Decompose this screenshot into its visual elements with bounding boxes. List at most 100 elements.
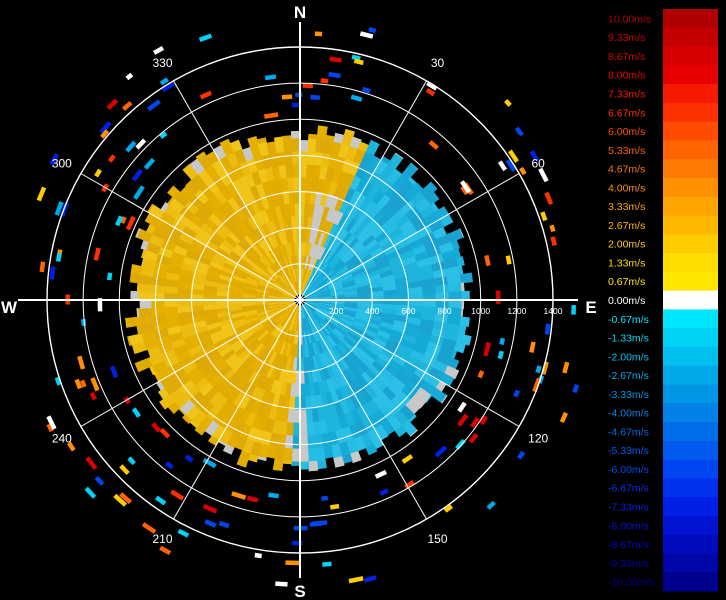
echo-cell bbox=[447, 282, 463, 293]
sparse-echo-mark bbox=[159, 131, 168, 139]
echo-cell bbox=[138, 315, 154, 326]
azimuth-label: 30 bbox=[431, 56, 445, 70]
colorbar-swatch bbox=[663, 384, 718, 404]
echo-cell bbox=[256, 137, 267, 144]
colorbar-label: 2.00m/s bbox=[608, 239, 645, 251]
sparse-echo-mark bbox=[218, 520, 230, 529]
echo-cell bbox=[182, 163, 191, 171]
echo-cell bbox=[247, 135, 259, 147]
colorbar-label: 8.67m/s bbox=[608, 51, 645, 63]
colorbar-swatch bbox=[663, 346, 718, 367]
azimuth-label: 120 bbox=[528, 432, 548, 446]
sparse-echo-mark bbox=[529, 341, 536, 353]
colorbar-label: -5.33m/s bbox=[608, 445, 649, 457]
echo-cell bbox=[299, 448, 309, 463]
echo-cell bbox=[316, 459, 327, 470]
colorbar-swatch bbox=[663, 140, 718, 160]
echo-cell bbox=[291, 435, 301, 450]
sparse-echo-mark bbox=[329, 503, 340, 510]
echo-cell bbox=[167, 185, 181, 199]
echo-cell bbox=[291, 150, 301, 165]
colorbar-label: 0.67m/s bbox=[608, 276, 645, 288]
colorbar-swatch bbox=[663, 215, 718, 235]
colorbar-label: -8.00m/s bbox=[608, 520, 649, 532]
sparse-echo-mark bbox=[264, 74, 277, 81]
sparse-echo-mark bbox=[119, 464, 130, 475]
echo-cell bbox=[127, 336, 132, 347]
sparse-echo-mark bbox=[505, 255, 512, 265]
sparse-echo-mark bbox=[89, 391, 97, 401]
sparse-echo-mark bbox=[310, 94, 320, 101]
sparse-echo-mark bbox=[106, 98, 119, 110]
echo-cell bbox=[461, 299, 465, 309]
colorbar-swatch bbox=[663, 84, 718, 104]
echo-cell bbox=[292, 422, 301, 437]
colorbar-swatch bbox=[663, 177, 718, 198]
range-tick-label: 600 bbox=[401, 306, 415, 316]
echo-cell bbox=[229, 139, 243, 153]
sparse-echo-mark bbox=[425, 87, 436, 97]
colorbar-swatch bbox=[663, 478, 718, 498]
sparse-echo-mark bbox=[538, 167, 549, 183]
echo-cell bbox=[157, 387, 170, 400]
sparse-echo-mark bbox=[328, 71, 341, 79]
echo-cell bbox=[458, 324, 467, 336]
compass-west-label: W bbox=[1, 298, 18, 317]
echo-cell bbox=[422, 292, 437, 301]
sparse-echo-mark bbox=[559, 411, 568, 424]
sparse-echo-mark bbox=[460, 185, 469, 196]
echo-cell bbox=[136, 308, 140, 318]
colorbar-swatch bbox=[663, 328, 718, 348]
colorbar-swatch bbox=[663, 440, 718, 461]
echo-cell bbox=[456, 256, 465, 267]
sparse-echo-mark bbox=[143, 157, 156, 170]
sparse-echo-mark bbox=[275, 581, 288, 587]
sparse-echo-mark bbox=[514, 126, 524, 137]
echo-cell bbox=[222, 443, 235, 455]
azimuth-spoke bbox=[80, 173, 301, 301]
echo-cell bbox=[137, 307, 153, 318]
echo-cell bbox=[459, 272, 474, 284]
sparse-echo-mark bbox=[529, 150, 540, 163]
sparse-echo-mark bbox=[479, 415, 488, 426]
colorbar-label: -7.33m/s bbox=[608, 502, 649, 514]
colorbar-swatch bbox=[663, 403, 718, 423]
echo-cell bbox=[284, 150, 294, 166]
echo-cell bbox=[160, 201, 170, 213]
sparse-echo-mark bbox=[46, 423, 54, 433]
echo-cell bbox=[299, 422, 308, 437]
echo-cell bbox=[274, 138, 285, 154]
colorbar-swatch bbox=[663, 102, 718, 123]
sparse-echo-mark bbox=[81, 318, 87, 327]
sparse-echo-mark bbox=[55, 252, 62, 262]
sparse-echo-mark bbox=[151, 422, 162, 433]
sparse-echo-mark bbox=[202, 457, 217, 469]
echo-cell bbox=[448, 291, 463, 301]
echo-cell bbox=[150, 306, 166, 316]
echo-cell bbox=[446, 274, 462, 285]
sparse-echo-mark bbox=[541, 361, 549, 375]
echo-cell bbox=[365, 139, 380, 157]
sparse-echo-mark bbox=[152, 45, 165, 55]
colorbar-swatch bbox=[663, 459, 718, 479]
echo-cell bbox=[344, 128, 356, 134]
azimuth-spoke bbox=[173, 299, 301, 520]
sparse-echo-mark bbox=[504, 98, 512, 107]
sparse-echo-mark bbox=[113, 493, 128, 507]
colorbar-legend: 10.00m/s 9.33m/s 8.67m/s 8.00m/s 7.33m/s 6.67… bbox=[608, 9, 718, 592]
sparse-echo-mark bbox=[517, 450, 526, 460]
colorbar-label: -1.33m/s bbox=[608, 333, 649, 345]
azimuth-spoke bbox=[299, 173, 520, 301]
echo-cell bbox=[453, 341, 466, 354]
colorbar-swatch bbox=[663, 422, 718, 442]
echo-cell bbox=[443, 365, 460, 380]
echo-cell bbox=[219, 138, 230, 145]
sparse-echo-mark bbox=[246, 495, 259, 503]
echo-cell bbox=[125, 317, 128, 328]
sparse-echo-mark bbox=[428, 140, 439, 150]
sparse-echo-mark bbox=[107, 154, 116, 163]
echo-cell bbox=[291, 461, 301, 467]
echo-cell bbox=[150, 299, 165, 309]
sparse-echo-mark bbox=[54, 376, 62, 386]
colorbar-swatch bbox=[663, 234, 718, 254]
